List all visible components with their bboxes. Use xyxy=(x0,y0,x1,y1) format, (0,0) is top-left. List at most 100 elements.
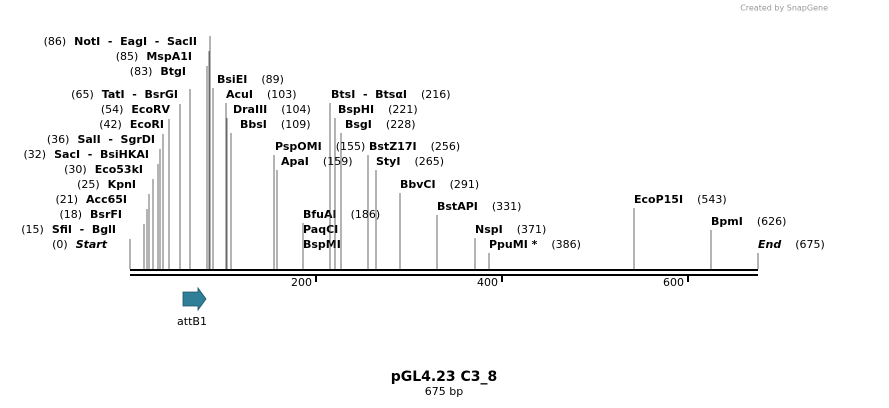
enzyme-label: (18) BsrFI xyxy=(59,208,122,221)
enzyme[interactable]: (15) SfiI - BglI xyxy=(21,223,145,269)
enzyme-name: BbvCI xyxy=(400,178,436,191)
enzyme[interactable]: (32) SacI - BsiHKAI xyxy=(24,148,161,269)
enzyme[interactable]: BstZ17I (256) xyxy=(367,140,461,269)
enzyme[interactable]: (0) Start xyxy=(52,238,131,269)
credit: Created by SnapGene xyxy=(740,4,828,13)
enzyme-label: PspOMI (155) xyxy=(275,140,365,153)
enzyme-position: (626) xyxy=(757,215,787,228)
enzyme[interactable]: (21) Acc65I xyxy=(55,193,150,269)
enzyme[interactable]: PspOMI (155) xyxy=(273,140,365,269)
enzyme-label: PpuMI * (386) xyxy=(489,238,581,251)
enzyme-name: StyI xyxy=(376,155,400,168)
enzyme-name: BtsI - BtsαI xyxy=(331,88,407,101)
enzyme-name: ApaI xyxy=(281,155,309,168)
enzyme[interactable]: PaqCI xyxy=(303,223,338,236)
enzyme-name: BsiEI xyxy=(217,73,247,86)
enzyme-label: (54) EcoRV xyxy=(101,103,171,116)
enzyme-label: (42) EcoRI xyxy=(99,118,164,131)
enzyme-label: BsiEI (89) xyxy=(217,73,284,86)
enzyme-position: (36) xyxy=(47,133,70,146)
enzyme[interactable]: AcuI (103) xyxy=(225,88,297,269)
enzyme-label: BtsI - BtsαI (216) xyxy=(331,88,451,101)
enzyme[interactable]: PpuMI * (386) xyxy=(488,238,581,269)
enzyme-label: BfuAI (186) xyxy=(303,208,380,221)
enzyme-position: (291) xyxy=(450,178,480,191)
enzyme-name: BsrFI xyxy=(90,208,122,221)
enzyme-position: (30) xyxy=(64,163,87,176)
enzyme[interactable]: BsiEI (89) xyxy=(212,73,284,269)
enzyme-name: BspHI xyxy=(338,103,374,116)
enzyme-label: (83) BtgI xyxy=(130,65,186,78)
enzyme-name: BstZ17I xyxy=(369,140,417,153)
enzyme-name: SfiI - BglI xyxy=(52,223,116,236)
enzyme[interactable]: BpmI (626) xyxy=(710,215,786,269)
enzyme-label: PaqCI xyxy=(303,223,338,236)
enzyme[interactable]: StyI (265) xyxy=(375,155,444,269)
enzyme[interactable]: End (675) xyxy=(757,238,825,269)
enzyme[interactable]: BbsI (109) xyxy=(230,118,311,269)
enzyme[interactable]: BbvCI (291) xyxy=(399,178,480,269)
enzyme[interactable]: (83) BtgI xyxy=(130,65,208,269)
enzyme[interactable]: (42) EcoRI xyxy=(99,118,170,269)
enzyme[interactable]: (54) EcoRV xyxy=(101,103,181,269)
enzyme-name: BpmI xyxy=(711,215,743,228)
enzyme-name: End xyxy=(758,238,781,251)
feature-arrow[interactable] xyxy=(182,286,207,312)
enzyme-position: (155) xyxy=(336,140,366,153)
enzyme[interactable]: (85) MspA1I xyxy=(116,50,210,269)
enzyme[interactable]: BspHI (221) xyxy=(334,103,418,269)
enzyme-position: (25) xyxy=(77,178,100,191)
enzyme-label: (85) MspA1I xyxy=(116,50,192,63)
enzyme-label: BpmI (626) xyxy=(711,215,786,228)
enzyme-label: EcoP15I (543) xyxy=(634,193,727,206)
enzyme-position: (386) xyxy=(551,238,581,251)
enzyme-position: (103) xyxy=(267,88,297,101)
enzyme-name: KpnI xyxy=(108,178,136,191)
enzyme[interactable]: (36) SalI - SgrDI xyxy=(47,133,164,269)
enzyme-label: BstAPI (331) xyxy=(437,200,521,213)
enzyme[interactable]: EcoP15I (543) xyxy=(633,193,727,269)
enzyme-name: AcuI xyxy=(226,88,253,101)
enzyme-label: (30) Eco53kI xyxy=(64,163,143,176)
enzyme-label: (15) SfiI - BglI xyxy=(21,223,116,236)
enzyme[interactable]: BstAPI (331) xyxy=(436,200,521,269)
enzyme-position: (21) xyxy=(55,193,78,206)
enzyme[interactable]: BsgI (228) xyxy=(340,118,416,269)
enzyme-label: (21) Acc65I xyxy=(55,193,127,206)
enzyme-name: NotI - EagI - SacII xyxy=(74,35,197,48)
enzyme-name: Eco53kI xyxy=(95,163,143,176)
enzyme[interactable]: BfuAI (186) xyxy=(302,208,380,269)
enzyme[interactable]: (65) TatI - BsrGI xyxy=(71,88,191,269)
enzyme-position: (256) xyxy=(431,140,461,153)
enzyme[interactable]: DraIII (104) xyxy=(226,103,311,269)
enzyme[interactable]: NspI (371) xyxy=(474,223,546,269)
enzyme-label: (32) SacI - BsiHKAI xyxy=(24,148,149,161)
enzyme[interactable]: (30) Eco53kI xyxy=(64,163,159,269)
enzyme[interactable]: (18) BsrFI xyxy=(59,208,148,269)
enzyme-name: DraIII xyxy=(233,103,267,116)
enzyme-label: BbsI (109) xyxy=(240,118,311,131)
enzyme-label: (0) Start xyxy=(52,238,108,251)
enzyme-position: (0) xyxy=(52,238,68,251)
enzyme-position: (216) xyxy=(421,88,451,101)
enzyme-label: (86) NotI - EagI - SacII xyxy=(44,35,197,48)
title: pGL4.23 C3_8 xyxy=(391,369,498,385)
enzyme-name: Start xyxy=(76,238,108,251)
enzyme-position: (675) xyxy=(795,238,825,251)
ruler-label: 200 xyxy=(291,276,312,289)
enzyme-position: (86) xyxy=(44,35,67,48)
enzyme-position: (85) xyxy=(116,50,139,63)
enzyme-position: (32) xyxy=(24,148,47,161)
enzyme-name: BspMI xyxy=(303,238,341,251)
enzyme-name: EcoRI xyxy=(130,118,164,131)
enzyme[interactable]: (86) NotI - EagI - SacII xyxy=(44,35,211,269)
enzyme-label: (25) KpnI xyxy=(77,178,136,191)
enzyme[interactable]: BspMI xyxy=(303,238,341,251)
enzyme[interactable]: (25) KpnI xyxy=(77,178,154,269)
enzyme-name: EcoP15I xyxy=(634,193,683,206)
enzyme-position: (543) xyxy=(697,193,727,206)
enzyme-name: BtgI xyxy=(160,65,186,78)
enzyme-label: (65) TatI - BsrGI xyxy=(71,88,178,101)
enzyme-position: (265) xyxy=(414,155,444,168)
enzyme[interactable]: BtsI - BtsαI (216) xyxy=(329,88,451,269)
